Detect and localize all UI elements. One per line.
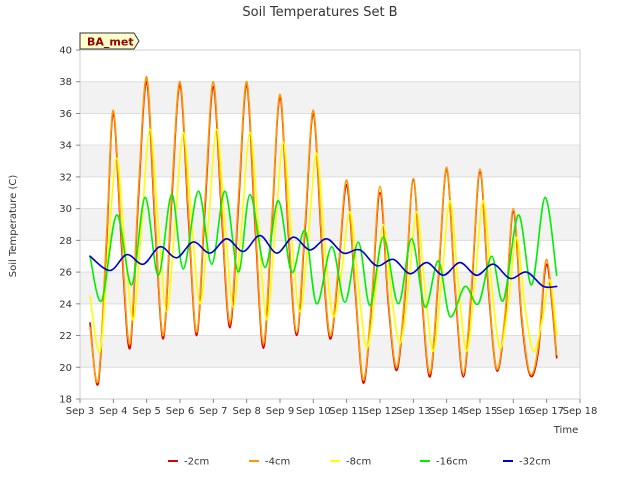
series-line-4cmcm <box>89 76 558 384</box>
badge-label: BA_met <box>87 36 134 49</box>
grid-band <box>80 367 580 399</box>
y-tick-label: 40 <box>59 46 72 57</box>
ticks-layer: 18 20 22 24 26 28 30 32 34 36 38 40 Sep 3 Sep 4 Sep 5 S… <box>59 46 597 418</box>
x-tick-label: Sep 8 <box>232 406 260 417</box>
grid-band <box>80 145 580 177</box>
x-tick-label: Sep 11 <box>329 406 364 417</box>
y-tick-label: 28 <box>59 236 72 247</box>
series-line-32cmcm <box>89 234 558 289</box>
grid-band <box>80 176 580 209</box>
x-tick-label: Sep 9 <box>266 406 294 417</box>
legend-item: -8cm <box>330 457 371 468</box>
x-tick-label: Sep 10 <box>296 406 331 417</box>
x-tick-label: Sep 17 <box>529 406 564 417</box>
y-tick-label: 32 <box>59 172 72 183</box>
x-tick-label: Sep 6 <box>166 406 194 417</box>
legend-label: -4cm <box>265 457 290 468</box>
y-tick-label: 18 <box>59 395 72 406</box>
grid-band <box>80 81 580 114</box>
legend-label: -8cm <box>346 457 371 468</box>
badge-shape <box>79 32 140 50</box>
legend-label: -16cm <box>436 457 468 468</box>
y-tick-label: 36 <box>59 109 72 120</box>
series-layer <box>89 76 558 386</box>
y-axis-title: Soil Temperature (C) <box>8 175 19 278</box>
x-tick-label: Sep 13 <box>396 406 431 417</box>
grid-band <box>80 335 580 368</box>
grid-band <box>80 113 580 146</box>
y-tick-label: 26 <box>59 268 72 279</box>
y-tick-label: 30 <box>59 204 72 215</box>
grid-band <box>80 208 580 241</box>
x-tick-label: Sep 12 <box>363 406 398 417</box>
y-tick-label: 38 <box>59 77 72 88</box>
legend-item: -16cm <box>420 457 468 468</box>
series-line-8cmcm <box>89 128 558 353</box>
legend-item: -4cm <box>249 457 290 468</box>
x-tick-label: Sep 18 <box>563 406 598 417</box>
x-tick-label: Sep 15 <box>463 406 498 417</box>
legend: -2cm -4cm -8cm -16cm -32cm <box>168 457 551 468</box>
badge: BA_met <box>79 32 140 50</box>
x-tick-label: Sep 4 <box>99 406 127 417</box>
x-tick-label: Sep 7 <box>199 406 227 417</box>
series-line-16cmcm <box>89 190 558 318</box>
legend-label: -32cm <box>519 457 551 468</box>
legend-item: -32cm <box>503 457 551 468</box>
grid-band <box>80 50 580 82</box>
x-tick-label: Sep 3 <box>66 406 94 417</box>
y-tick-label: 22 <box>59 331 72 342</box>
y-tick-label: 24 <box>59 299 72 310</box>
plot-frame <box>79 49 581 400</box>
chart-title: Soil Temperatures Set B <box>242 5 397 20</box>
y-tick-label: 20 <box>59 363 72 374</box>
y-tick-label: 34 <box>59 141 72 152</box>
legend-label: -2cm <box>184 457 209 468</box>
x-tick-label: Sep 5 <box>132 406 160 417</box>
x-tick-label: Sep 14 <box>429 406 464 417</box>
x-tick-label: Sep 16 <box>496 406 531 417</box>
x-axis-title: Time <box>553 425 578 436</box>
legend-item: -2cm <box>168 457 209 468</box>
